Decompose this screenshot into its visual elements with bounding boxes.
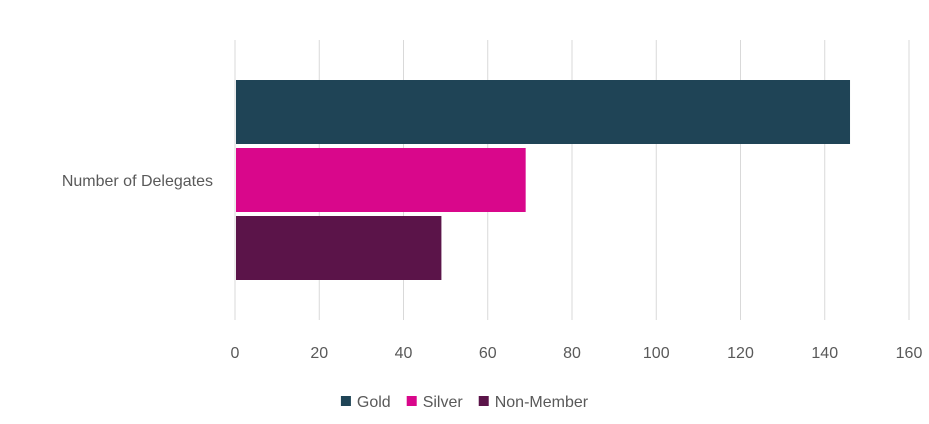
legend-label: Gold [357,394,391,411]
x-tick-label: 0 [231,345,240,362]
category-label: Number of Delegates [62,173,213,190]
x-tick-label: 40 [395,345,413,362]
legend-swatch [406,396,417,406]
bar-gold [236,80,851,144]
x-tick-label: 20 [310,345,328,362]
x-tick-label: 160 [896,345,923,362]
x-tick-label: 60 [479,345,497,362]
legend-label: Non-Member [495,394,589,411]
x-tick-label: 100 [643,345,670,362]
x-tick-labels: 0 20 40 60 80 100 120 140 160 [231,345,923,362]
legend-swatch [340,396,351,406]
legend: Gold Silver Non-Member [340,394,589,411]
legend-item-silver: Silver [406,394,464,411]
legend-item-gold: Gold [340,394,391,411]
x-tick-label: 140 [811,345,838,362]
bar-non-member [236,216,442,280]
x-tick-label: 80 [563,345,581,362]
bar-silver [236,148,526,212]
x-tick-label: 120 [727,345,754,362]
legend-label: Silver [423,394,464,411]
bars [236,80,851,280]
legend-item-non-member: Non-Member [478,394,589,411]
legend-swatch [478,396,489,406]
category-labels: Number of Delegates [62,173,213,190]
